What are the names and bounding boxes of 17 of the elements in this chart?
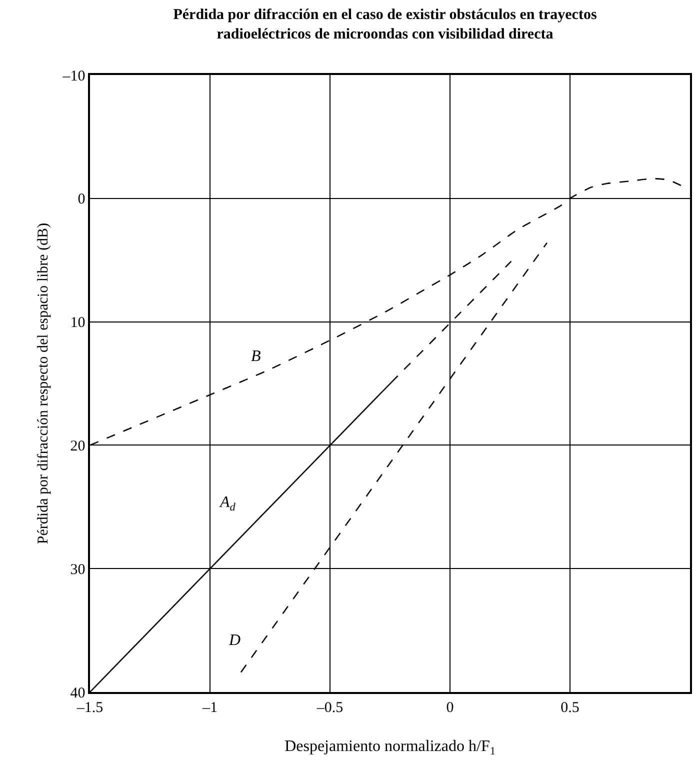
x-tick-label: 0 <box>446 700 454 716</box>
series-label: B <box>251 348 261 365</box>
y-axis-title: Pérdida por difracción respecto del espacio libre (dB) <box>36 222 52 544</box>
series-label: D <box>228 632 241 649</box>
y-tick-label: 10 <box>70 315 86 332</box>
y-tick-label: 0 <box>78 192 86 208</box>
y-tick-label: 20 <box>70 438 86 454</box>
chart-title: Pérdida por difracción en el caso de existir obstáculos en trayectos radioeléctricos de microondas con visibilidad directa <box>173 7 597 43</box>
y-tick-label: 40 <box>70 685 86 702</box>
x-tick-label: 0.5 <box>560 700 580 716</box>
series-label: A$_{d}$ <box>219 494 236 514</box>
y-tick-label: –10 <box>62 68 86 84</box>
y-tick-label: 30 <box>70 562 86 578</box>
x-tick-label: –1.5 <box>76 700 104 716</box>
x-tick-label: –0.5 <box>316 700 344 716</box>
x-tick-label: –1 <box>202 700 218 716</box>
x-axis-title: Despejamiento normalizado h/F$_{1}$ <box>284 738 496 758</box>
